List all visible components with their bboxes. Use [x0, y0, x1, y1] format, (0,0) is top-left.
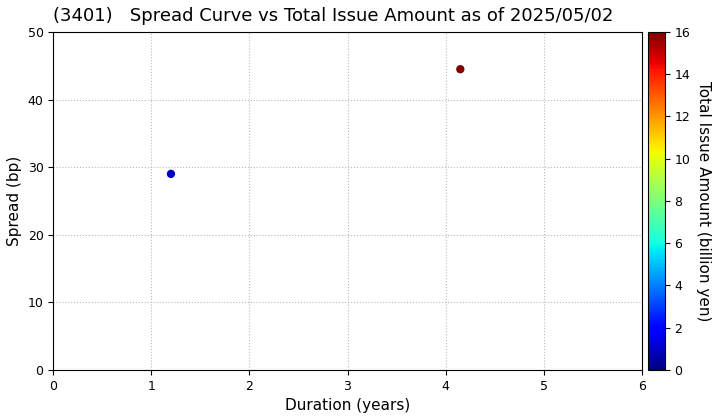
Y-axis label: Spread (bp): Spread (bp)	[7, 156, 22, 246]
Point	[165, 171, 176, 177]
Y-axis label: Total Issue Amount (billion yen): Total Issue Amount (billion yen)	[696, 81, 711, 321]
X-axis label: Duration (years): Duration (years)	[285, 398, 410, 413]
Point	[454, 66, 466, 73]
Text: (3401)   Spread Curve vs Total Issue Amount as of 2025/05/02: (3401) Spread Curve vs Total Issue Amoun…	[53, 7, 613, 25]
